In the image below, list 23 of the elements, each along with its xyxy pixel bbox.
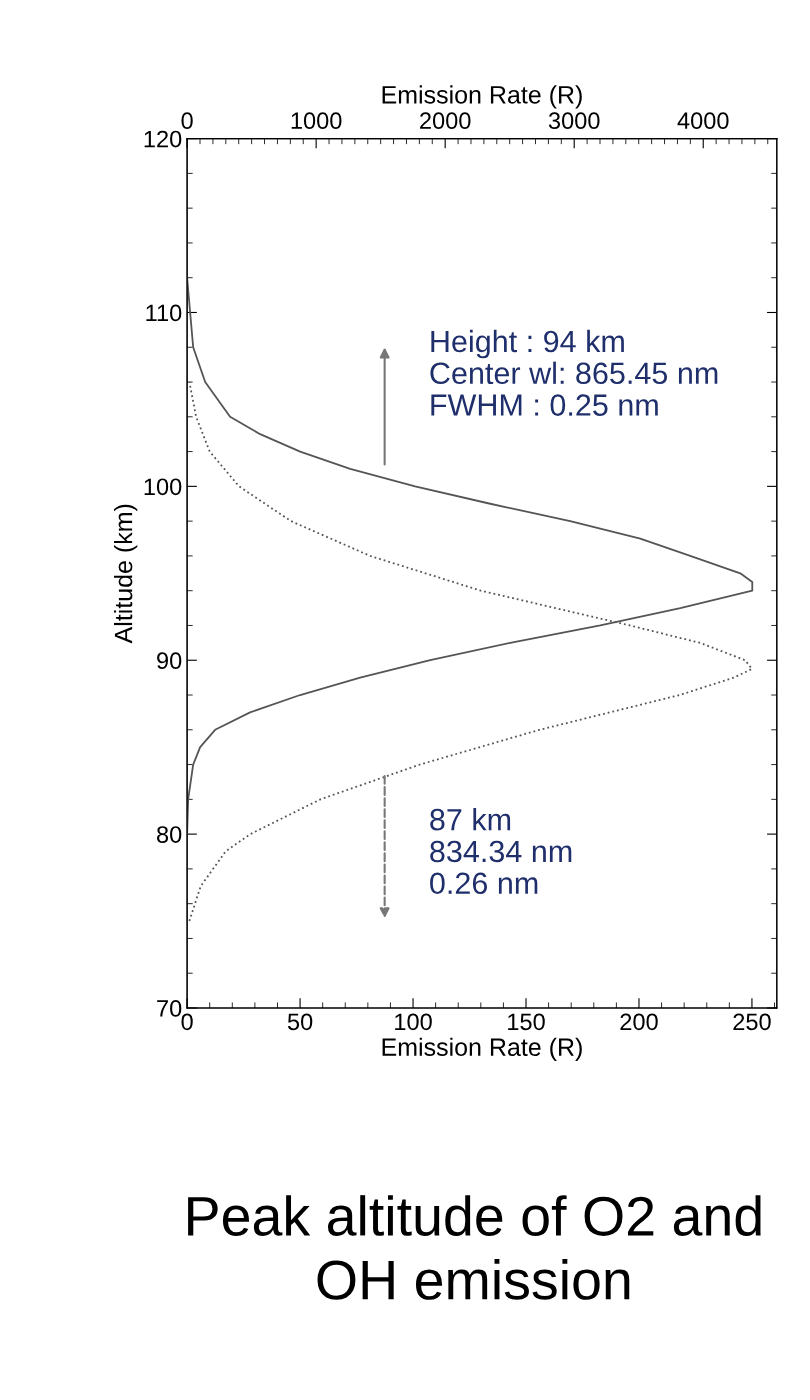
- annotation: 87 km 834.34 nm 0.26 nm: [430, 808, 572, 895]
- x2-tick-label: 3000: [548, 112, 600, 130]
- y-tick-label: 90: [157, 652, 182, 670]
- x-tick-label: 250: [733, 1013, 771, 1031]
- y-tick-label: 70: [157, 1000, 182, 1017]
- y-tick-label: 120: [144, 130, 182, 148]
- x2-tick-label: 4000: [677, 112, 729, 130]
- x2-tick-label: 1000: [291, 112, 342, 130]
- y-tick-label: 110: [146, 304, 182, 322]
- x-tick-label: 0: [181, 1013, 193, 1031]
- annotation: Height : 94 km Center wl: 865.45 nm FWHM : 0.25 nm: [430, 329, 718, 416]
- x-tick-label: 200: [620, 1013, 658, 1031]
- x2-tick-label: 0: [181, 112, 193, 130]
- text: Peak altitude of O2 and OH emission: [188, 1195, 761, 1300]
- x2-axis-title: Emission Rate (R): [382, 85, 582, 109]
- x-tick-label: 50: [287, 1013, 313, 1031]
- x-tick-label: 150: [508, 1013, 545, 1031]
- y-tick-label: 100: [144, 478, 182, 496]
- x-tick-label: 100: [395, 1013, 432, 1031]
- x2-tick-label: 2000: [420, 112, 471, 130]
- y-axis-title: Altitude (km): [114, 504, 138, 644]
- x-axis-title: Emission Rate (R): [382, 1037, 582, 1061]
- y-tick-label: 80: [157, 826, 182, 843]
